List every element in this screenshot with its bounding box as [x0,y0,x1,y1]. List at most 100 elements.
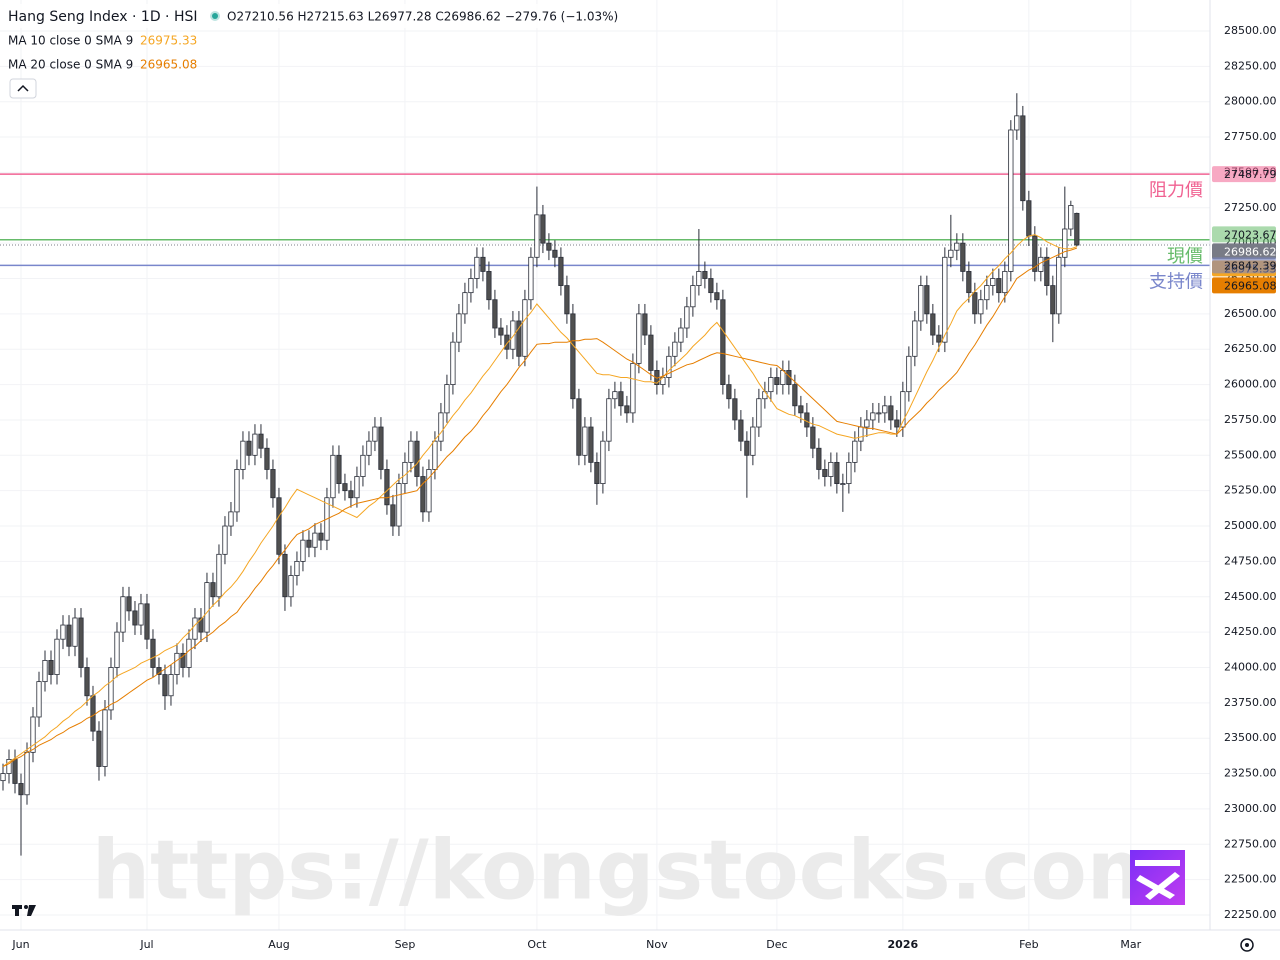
y-tick-label: 22750.00 [1224,837,1277,850]
candle-body [192,617,198,640]
candle-body [672,341,678,357]
candle-body [636,313,642,364]
price-tag-label: 27023.67 [1224,228,1277,241]
y-tick-label: 23750.00 [1224,696,1277,709]
candle-body [726,384,732,400]
candle-body [288,575,294,598]
candle-body [198,617,204,633]
candle-body [372,426,378,442]
candle-body [684,306,690,329]
market-status-dot [212,13,218,19]
collapse-button[interactable] [9,78,37,99]
y-tick-label: 25000.00 [1224,519,1277,532]
candle-body [522,299,528,357]
candle-body [666,355,672,378]
candle-body [24,751,30,796]
candle-body [828,461,834,477]
tv-logo [12,905,36,916]
price-tag-label: 26986.62 [1224,245,1277,258]
candle-body [648,334,654,371]
candle-body [438,412,444,442]
candle-body [150,638,156,668]
x-tick-label: Feb [1019,938,1038,951]
candle-body [216,553,222,598]
candle-body [420,476,426,513]
candle-body [300,539,306,562]
candle-body [690,285,696,308]
candle-body [1014,115,1020,131]
candle-body [30,716,36,753]
candle-body [1050,285,1056,315]
candle-body [168,674,174,697]
symbol-title[interactable]: Hang Seng Index · 1D · HSI [8,9,198,25]
candle-body [1044,256,1050,286]
x-tick-label: Dec [766,938,787,951]
candle-body [42,660,48,683]
candle-body [348,490,354,499]
candle-body [1026,200,1032,237]
candle-body [798,405,804,414]
x-tick-label: Jun [11,938,29,951]
legend-name: MA 20 close 0 SMA 9 [8,58,133,72]
candle-body [840,483,846,486]
candle-body [762,391,768,400]
candle-body [966,271,972,294]
x-tick-label: 2026 [888,938,919,951]
candle-body [474,256,480,279]
candle-body [318,532,324,541]
y-tick-label: 24000.00 [1224,660,1277,673]
candle-body [714,292,720,301]
price-tag [1212,257,1276,274]
candle-body [228,511,234,527]
legend: MA 10 close 0 SMA 9 26975.33 MA 20 close 0… [8,34,197,72]
legend-value: 26965.08 [140,58,197,72]
candle-body [516,320,522,357]
settings-icon[interactable] [1240,938,1254,952]
candle-body [624,405,630,414]
candle-body [1068,205,1074,230]
candle-body [804,412,810,428]
candle-body [276,497,282,555]
candle-body [210,582,216,598]
candle-body [756,398,762,428]
candle-body [732,398,738,421]
candle-body [72,617,78,647]
y-tick-label: 23500.00 [1224,731,1277,744]
candle-body [414,440,420,477]
candle-body [768,377,774,393]
candle-body [954,242,960,251]
candle-body [342,483,348,492]
candle-body [588,426,594,463]
candle-body [858,426,864,442]
price-tag [1212,166,1276,183]
candle-body [366,440,372,456]
candle-body [174,652,180,675]
candle-body [570,313,576,400]
candle-body [54,638,60,675]
y-tick-label: 28500.00 [1224,24,1277,37]
candle-body [108,667,114,711]
y-tick-label: 26000.00 [1224,378,1277,391]
candle-body [336,454,342,485]
candle-body [162,674,168,697]
candle-body [846,461,852,485]
candle-body [534,214,540,258]
candle-body [504,334,510,350]
y-tick-label: 22500.00 [1224,873,1277,886]
candle-body [264,447,270,470]
candle-body [66,624,72,647]
level-annotation: 現價 [1167,246,1203,267]
candle-body [96,730,102,767]
candle-body [246,440,252,456]
ma-line [2,247,1077,767]
candle-body [378,426,384,470]
price-tag [1212,226,1276,243]
candle-body [594,461,600,485]
site-logo [1130,850,1185,905]
candle-body [510,320,516,350]
candle-body [792,384,798,407]
candle-body [390,504,396,527]
price-tag-label: 27487.79 [1224,168,1277,181]
